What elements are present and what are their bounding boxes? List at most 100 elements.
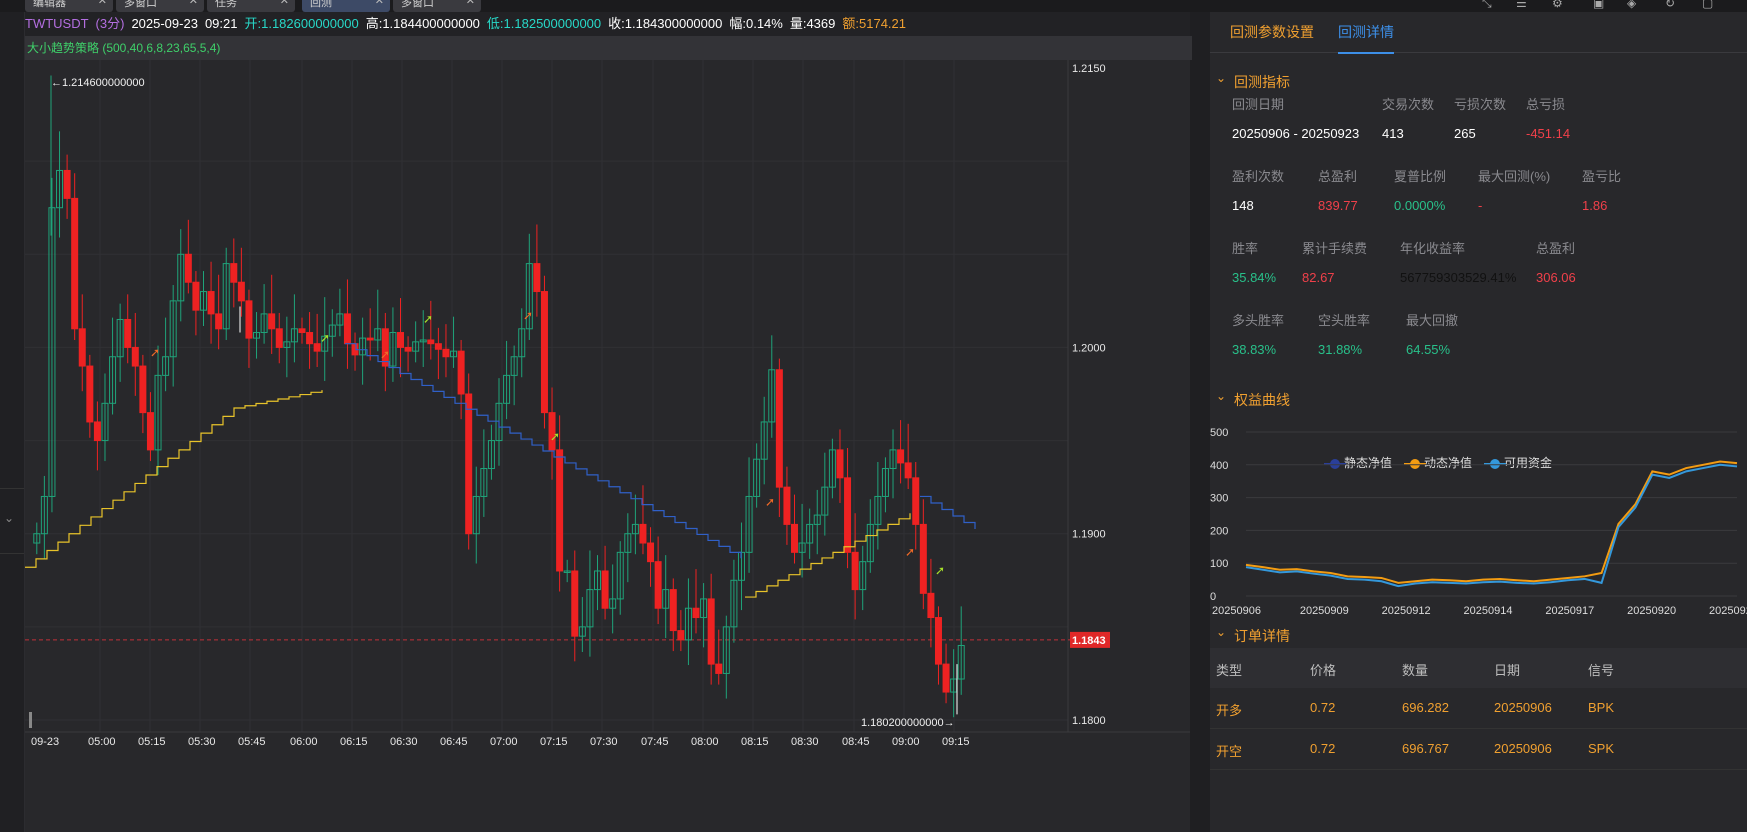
candle-body	[465, 393, 473, 535]
candle-body	[487, 440, 495, 470]
candle-body	[101, 402, 109, 442]
legend-dot-icon	[1404, 458, 1426, 469]
metric-value: 413	[1382, 126, 1404, 141]
tab-multiwindow[interactable]: 多窗口 ✕	[116, 0, 204, 12]
candle-body	[222, 263, 230, 330]
col-date: 日期	[1494, 663, 1521, 678]
metric-label: 盈利次数	[1232, 169, 1285, 184]
close-icon[interactable]: ✕	[374, 0, 384, 7]
candle-body	[540, 291, 548, 414]
equity-xtick-label: 20250906	[1212, 605, 1261, 617]
candle-body	[919, 523, 927, 594]
equity-section-header[interactable]: ⌄ 权益曲线	[1216, 389, 1290, 408]
metrics-section-header[interactable]: ⌄ 回测指标	[1216, 71, 1290, 90]
menu-icon[interactable]: ☰	[1516, 0, 1527, 10]
legend-dynamic[interactable]: 动态净值	[1404, 454, 1472, 471]
candle-body	[177, 253, 185, 302]
metric-value: 1.86	[1582, 198, 1608, 213]
price-tick-label: 1.2000	[1072, 342, 1106, 354]
candle-body	[472, 495, 480, 535]
candle-body	[412, 341, 420, 352]
candle-body	[775, 369, 783, 488]
chevron-down-icon: ⌄	[1216, 625, 1227, 639]
tab-multiwindow-2[interactable]: 多窗口 ✕	[393, 0, 481, 12]
candle-body	[813, 514, 821, 525]
tab-editor[interactable]: 编辑器 ✕	[25, 0, 113, 12]
close-icon[interactable]: ✕	[465, 0, 475, 7]
candle-body	[791, 523, 799, 553]
lock-icon[interactable]: ◈	[1627, 0, 1637, 10]
equity-chart[interactable]: 0 100 200 300 400 500 20250906 20250909 20250912…	[1210, 422, 1747, 622]
equity-xtick-label: 20250914	[1464, 605, 1513, 617]
candle-body	[874, 495, 882, 525]
candle-body	[684, 607, 692, 641]
collapse-handle[interactable]: ⌄	[0, 488, 24, 554]
equity-series-line[interactable]	[1245, 460, 1738, 584]
table-row[interactable]: 开空 0.72 696.767 20250906 SPK	[1210, 729, 1747, 770]
equity-xtick-label: 20250909	[1300, 605, 1349, 617]
candle-body	[700, 598, 708, 619]
candle-body	[442, 348, 450, 358]
time-tick-label: 06:00	[290, 736, 318, 748]
draw-icon[interactable]: ⤡	[1482, 0, 1492, 10]
metric-label: 盈亏比	[1582, 169, 1622, 184]
candle-body	[116, 318, 124, 358]
candle-body	[427, 339, 435, 345]
chevron-down-icon: ⌄	[1216, 389, 1227, 403]
candle-body	[844, 477, 852, 553]
time-tick-label: 08:15	[741, 736, 769, 748]
tab-backtest-detail[interactable]: 回测详情	[1338, 22, 1394, 54]
candle-body	[495, 402, 503, 442]
close-icon[interactable]: ✕	[188, 0, 198, 7]
equity-series-line[interactable]	[1245, 463, 1738, 588]
time-tick-label: 07:45	[641, 736, 669, 748]
kline-chart[interactable]: 1.2150 1.2000 1.1900 1.1800 1.1843 09-23 05:00…	[25, 12, 1190, 832]
candle-body	[139, 365, 147, 414]
candle-body	[806, 523, 814, 544]
candle-body	[215, 313, 223, 330]
candle-body	[199, 291, 207, 311]
time-tick-label: 08:00	[691, 736, 719, 748]
camera-icon[interactable]: ▣	[1593, 0, 1605, 10]
tab-backtest[interactable]: 回测 ✕	[302, 0, 390, 12]
chevron-down-icon[interactable]: ⌄	[4, 511, 15, 525]
equity-ytick-label: 0	[1210, 591, 1216, 603]
legend-static[interactable]: 静态净值	[1324, 454, 1392, 471]
right-tabs: 回测参数设置 回测详情	[1210, 12, 1747, 54]
candle-body	[510, 356, 518, 376]
candle-body	[533, 263, 541, 293]
candle-body	[609, 598, 617, 609]
candle-body	[313, 343, 321, 352]
strategy-label[interactable]: 大小趋势策略 (500,40,6,8,23,65,5,4)	[25, 36, 1192, 60]
table-row[interactable]: 开多 0.72 696.282 20250906 BPK	[1210, 688, 1747, 729]
kline-chart-panel[interactable]: 1.2150 1.2000 1.1900 1.1800 1.1843 09-23 05:00…	[25, 12, 1192, 832]
refresh-icon[interactable]: ↻	[1665, 0, 1676, 10]
orders-section-header[interactable]: ⌄ 订单详情	[1216, 625, 1290, 644]
candle-body	[753, 458, 761, 497]
candle-body	[78, 328, 86, 367]
close-icon[interactable]: ✕	[279, 0, 289, 7]
metric-label: 多头胜率	[1232, 313, 1285, 328]
close-icon[interactable]: ✕	[97, 0, 107, 7]
candle-body	[48, 207, 56, 497]
signal-arrow-icon: ➚	[423, 312, 433, 326]
equity-xtick-label: 20250912	[1382, 605, 1431, 617]
window-icon[interactable]: ▢	[1702, 0, 1714, 10]
settings-icon[interactable]: ⚙	[1552, 0, 1563, 10]
candle-body	[594, 570, 602, 591]
candle-body	[828, 449, 836, 488]
signal-arrow-icon: ➚	[550, 430, 560, 444]
candle-body	[450, 350, 458, 358]
symbol: TWTUSDT	[25, 16, 89, 31]
time-tick-label: 08:30	[791, 736, 819, 748]
candle-body	[298, 328, 306, 334]
price-tick-label: 1.2150	[1072, 63, 1106, 75]
tab-task[interactable]: 任务 ✕	[207, 0, 295, 12]
tab-backtest-params[interactable]: 回测参数设置	[1230, 24, 1314, 40]
amount-value: 额:5174.21	[842, 16, 906, 31]
candle-body	[146, 412, 154, 451]
metric-label: 回测日期	[1232, 97, 1285, 112]
legend-available[interactable]: 可用资金	[1484, 454, 1552, 471]
metric-value: 20250906 - 20250923	[1232, 126, 1360, 141]
left-gutter: ⌄	[0, 12, 25, 832]
